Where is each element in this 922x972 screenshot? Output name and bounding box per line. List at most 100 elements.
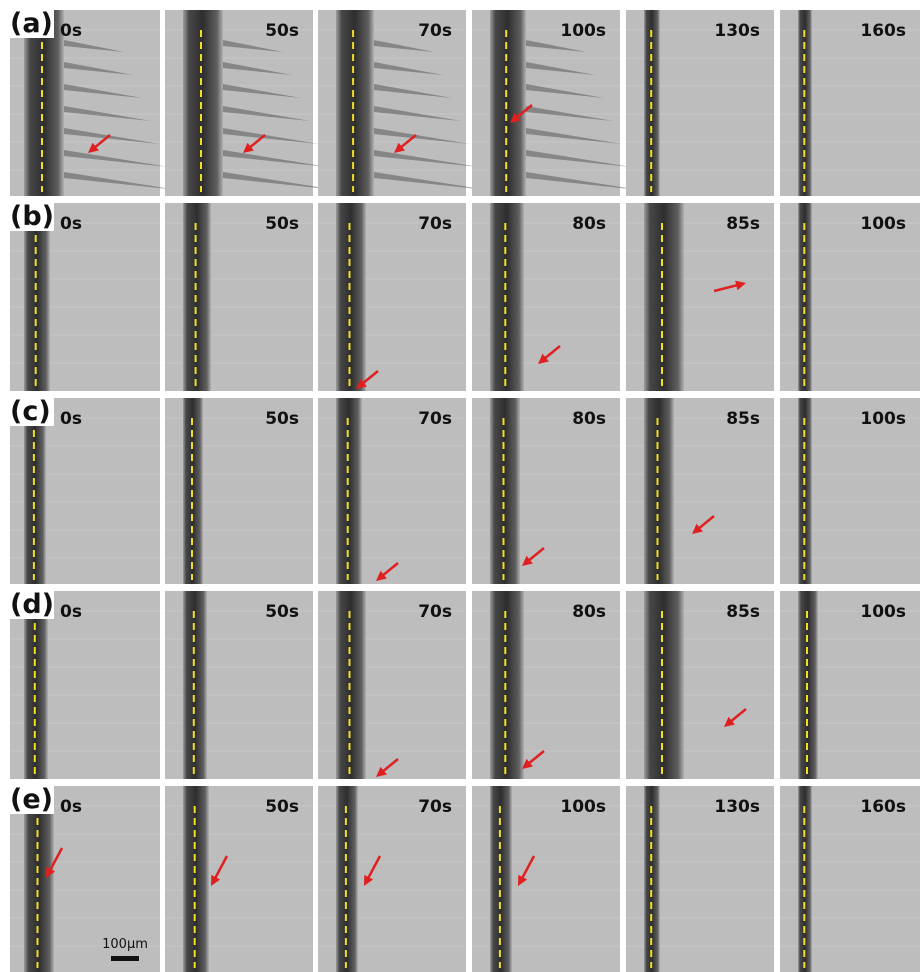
time-label: 0s [60,409,82,429]
time-label: 130s [714,21,760,41]
electrode-band [336,398,362,584]
time-label: 85s [726,602,760,622]
electrode-band [490,591,524,779]
electrode-band [24,203,50,391]
arrow-head [211,874,221,886]
panel: 70s [318,398,466,584]
panel: 70s [318,786,466,972]
arrow-head [692,523,703,534]
time-label: 85s [726,214,760,234]
dendrite [526,106,613,121]
row-label: (d) [10,589,54,620]
panel: 80s [472,591,620,779]
arrow-head [724,716,735,727]
row-label: (e) [10,784,53,815]
time-label: 70s [418,409,452,429]
dendrite [223,62,292,75]
arrow-head [356,378,367,389]
arrow-shaft [713,283,741,293]
time-label: 0s [60,797,82,817]
time-label: 0s [60,214,82,234]
panel: 0s [10,786,160,972]
row-label: (c) [10,396,51,427]
dendrite [374,84,452,98]
time-label: 100s [860,409,906,429]
electrode-band [644,203,684,391]
panel: 100s [780,203,920,391]
arrow-head [522,555,533,566]
scale-bar [111,956,139,961]
panel: 0s [10,203,160,391]
time-label: 100s [560,797,606,817]
dendrite [64,150,169,167]
row-label-bg [8,782,54,814]
panel: 0s [10,10,178,196]
dendrite [526,84,604,98]
time-label: 50s [265,214,299,234]
dendrite [526,62,595,75]
arrow-shaft [365,855,382,882]
electrode-band [183,10,223,196]
time-label: 160s [860,21,906,41]
electrode-band [24,398,46,584]
arrow-shaft [519,855,536,882]
panel: 100s [472,786,620,972]
time-label: 0s [60,21,82,41]
arrow-shaft [47,847,64,874]
panel: 50s [165,203,313,391]
arrow-head [518,874,528,886]
dendrite [374,128,470,144]
arrow-head [394,142,405,153]
dendrite [64,128,160,144]
dendrite [374,40,434,52]
electrode-band [490,203,524,391]
row-label-bg [8,394,54,426]
panel: 70s [318,10,488,196]
dendrite [526,150,631,167]
panel: 160s [780,786,920,972]
electrode-band [336,591,366,779]
time-label: 70s [418,602,452,622]
arrow-head [46,866,56,878]
electrode-band [490,398,520,584]
dendrite [223,40,283,52]
time-label: 130s [714,797,760,817]
row-label-bg [8,199,54,231]
panel: 70s [318,203,466,391]
time-label: 80s [572,602,606,622]
dendrite [374,172,488,190]
row-label-bg [8,6,54,38]
arrow-shaft [212,855,229,882]
dendrite [223,84,301,98]
arrow-head [88,142,99,153]
panel: 130s [626,10,774,196]
panel: 0s [10,591,160,779]
arrow-head [376,766,387,777]
panel: 0s [10,398,160,584]
panel: 130s [626,786,774,972]
row-label: (b) [10,201,54,232]
arrow-head [243,142,254,153]
arrow-head [538,353,549,364]
electrode-band [183,203,211,391]
dendrite [374,150,479,167]
dendrite [64,40,124,52]
time-label: 50s [265,21,299,41]
row-label-bg [8,587,54,619]
panel: 160s [780,10,920,196]
panel: 80s [472,203,620,391]
dendrite [223,150,328,167]
panel: 100s [472,10,640,196]
dendrite [374,106,461,121]
panel: 70s [318,591,466,779]
electrode-band [183,786,209,972]
time-label: 100s [560,21,606,41]
dendrite [64,62,133,75]
time-label: 100s [860,214,906,234]
time-label: 80s [572,214,606,234]
electrode-band [490,786,512,972]
electrode-band [644,398,674,584]
time-label: 70s [418,214,452,234]
dendrite [223,172,337,190]
